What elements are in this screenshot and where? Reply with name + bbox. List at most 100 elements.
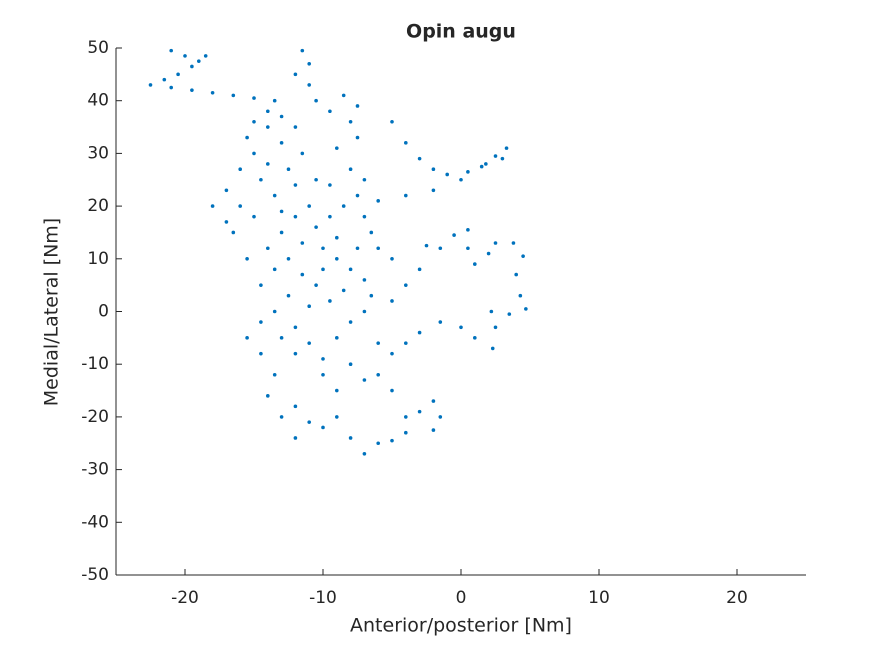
point: [238, 167, 242, 172]
y-tick-label: 40: [87, 91, 109, 111]
point: [362, 214, 367, 219]
point: [252, 96, 256, 100]
point: [162, 77, 167, 82]
point: [390, 119, 394, 124]
point: [272, 193, 277, 198]
point: [466, 246, 470, 251]
point: [355, 246, 360, 251]
point: [300, 272, 305, 277]
point: [293, 214, 298, 219]
point: [210, 204, 215, 208]
point: [348, 267, 353, 272]
point: [504, 146, 509, 150]
point: [314, 225, 318, 229]
point: [245, 257, 249, 261]
point: [431, 428, 436, 432]
point: [183, 54, 187, 58]
y-tick-label: 20: [87, 196, 109, 216]
point: [293, 72, 298, 77]
point: [238, 204, 242, 208]
x-tick-label: 0: [456, 588, 467, 608]
point: [335, 146, 339, 150]
point: [286, 167, 291, 172]
point: [341, 93, 346, 98]
point: [321, 425, 325, 430]
point: [307, 204, 312, 208]
point: [197, 59, 201, 63]
point: [245, 135, 249, 140]
point: [307, 304, 312, 309]
point: [314, 98, 318, 103]
point: [390, 299, 394, 303]
point: [245, 336, 249, 340]
point: [314, 177, 318, 182]
point: [390, 351, 394, 356]
point: [507, 312, 512, 316]
point: [348, 167, 353, 172]
point: [335, 388, 339, 393]
point: [252, 151, 256, 156]
point: [514, 272, 518, 277]
x-tick-label: -20: [171, 588, 199, 608]
point: [473, 262, 477, 266]
point: [286, 257, 291, 261]
point: [438, 415, 443, 419]
point: [466, 170, 470, 174]
x-axis-label: Anterior/posterior [Nm]: [350, 615, 572, 637]
point: [231, 230, 236, 235]
point: [190, 64, 194, 69]
point: [335, 235, 339, 240]
point: [445, 172, 450, 177]
point: [376, 246, 381, 251]
point: [266, 109, 270, 114]
point: [328, 299, 332, 303]
point: [279, 209, 284, 214]
point: [438, 246, 443, 251]
point: [259, 351, 263, 356]
point: [279, 230, 284, 235]
point: [148, 83, 153, 87]
point: [459, 325, 463, 330]
point: [348, 119, 353, 124]
point: [452, 233, 456, 237]
point: [486, 251, 491, 256]
y-tick-label: -50: [81, 565, 109, 585]
point: [376, 341, 381, 345]
point: [321, 246, 325, 251]
y-tick-label: -40: [81, 512, 109, 532]
point: [438, 320, 443, 324]
point: [169, 85, 173, 90]
point: [362, 451, 367, 456]
point: [417, 330, 422, 335]
point: [490, 346, 495, 351]
x-tick-label: 20: [726, 588, 748, 608]
point: [293, 351, 298, 356]
point: [307, 83, 312, 87]
y-tick-label: 10: [87, 249, 109, 269]
point: [511, 241, 516, 245]
point: [518, 293, 523, 298]
point: [293, 183, 298, 187]
point: [307, 341, 312, 345]
point: [355, 104, 360, 108]
point: [169, 48, 173, 53]
point: [369, 293, 374, 298]
point: [404, 193, 408, 198]
point: [224, 188, 229, 193]
point: [293, 125, 298, 129]
point: [272, 98, 277, 103]
point: [493, 325, 498, 330]
x-tick-label: -10: [309, 588, 337, 608]
point: [362, 378, 367, 382]
point: [431, 167, 436, 172]
point: [259, 283, 263, 287]
point: [293, 436, 298, 440]
y-tick-label: 50: [87, 38, 109, 58]
point: [431, 188, 436, 193]
point: [224, 220, 229, 224]
point: [390, 438, 394, 443]
point: [404, 283, 408, 287]
point: [341, 204, 346, 208]
